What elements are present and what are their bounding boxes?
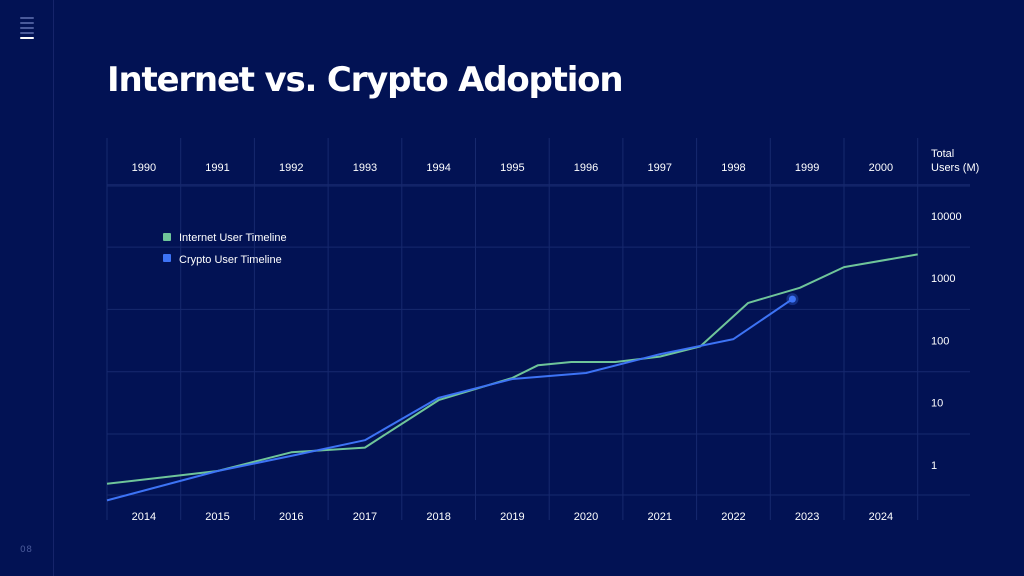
crypto-end-marker	[788, 295, 796, 303]
legend-label-internet: Internet User Timeline	[179, 232, 287, 244]
bottom-x-tick-label: 2017	[353, 511, 377, 523]
internet-series-line	[106, 253, 918, 485]
top-x-tick-label: 1999	[795, 162, 819, 174]
top-x-tick-label: 1993	[353, 162, 377, 174]
legend-swatch-internet	[163, 233, 171, 241]
menu-icon[interactable]	[20, 17, 34, 41]
bottom-x-tick-label: 2015	[205, 511, 229, 523]
side-rail: 08	[0, 0, 54, 576]
top-x-tick-label: 1998	[721, 162, 745, 174]
bottom-x-tick-label: 2020	[574, 511, 598, 523]
top-x-tick-label: 2000	[869, 162, 893, 174]
bottom-x-tick-label: 2022	[721, 511, 745, 523]
chart-series	[106, 253, 918, 502]
top-x-tick-label: 1991	[205, 162, 229, 174]
bottom-x-tick-label: 2016	[279, 511, 303, 523]
y-tick-label: 1	[931, 460, 937, 472]
top-x-tick-label: 1997	[648, 162, 672, 174]
y-axis-label-line2: Users (M)	[931, 162, 979, 174]
bottom-x-tick-label: 2014	[132, 511, 156, 523]
y-tick-label: 1000	[931, 273, 955, 285]
bottom-x-axis: 2014 2015 2016 2017 2018 2019 2020 2021 2022 2023…	[132, 511, 893, 523]
bottom-x-tick-label: 2024	[869, 511, 893, 523]
top-x-tick-label: 1996	[574, 162, 598, 174]
legend-swatch-crypto	[163, 254, 171, 262]
top-x-tick-label: 1995	[500, 162, 524, 174]
bottom-x-tick-label: 2019	[500, 511, 524, 523]
bottom-x-tick-label: 2018	[426, 511, 450, 523]
page-title: Internet vs. Crypto Adoption	[107, 60, 624, 100]
chart-legend: Internet User Timeline Crypto User Timel…	[163, 232, 287, 266]
crypto-series-line	[106, 298, 793, 502]
top-x-tick-label: 1990	[132, 162, 156, 174]
top-x-axis: 1990 1991 1992 1993 1994 1995 1996 1997 1998 1999…	[132, 162, 893, 174]
bottom-x-tick-label: 2023	[795, 511, 819, 523]
y-axis-label-line1: Total	[931, 148, 954, 160]
bottom-x-tick-label: 2021	[648, 511, 672, 523]
y-axis: 1 10 100 1000 10000	[931, 211, 962, 472]
top-x-tick-label: 1994	[426, 162, 450, 174]
y-tick-label: 10000	[931, 211, 962, 223]
chart-grid	[106, 138, 970, 520]
page-number: 08	[20, 545, 33, 555]
top-x-tick-label: 1992	[279, 162, 303, 174]
y-tick-label: 100	[931, 335, 949, 347]
y-tick-label: 10	[931, 398, 943, 410]
legend-label-crypto: Crypto User Timeline	[179, 254, 282, 266]
